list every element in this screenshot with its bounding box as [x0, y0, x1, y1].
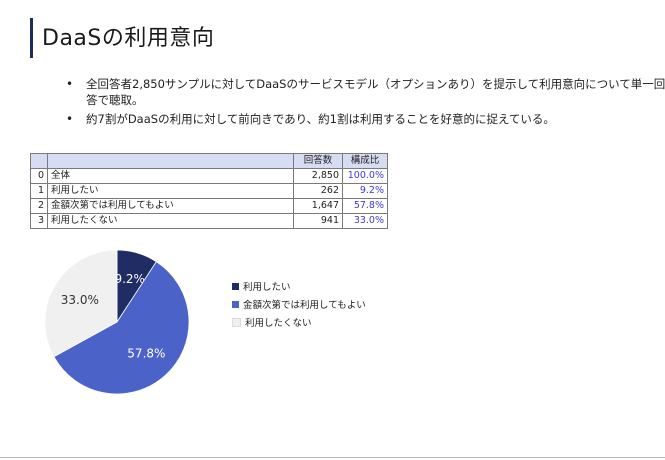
row-count: 2,850: [293, 168, 343, 184]
slide-title: DaaSの利用意向: [42, 26, 215, 51]
legend-item: 金額次第では利用してもよい: [232, 296, 366, 312]
table-header-cell: [47, 153, 294, 169]
pie-slice-label: 9.2%: [114, 272, 145, 286]
table-header-cell: 構成比: [342, 153, 388, 169]
row-percent: 9.2%: [342, 183, 388, 199]
row-label: 金額次第では利用してもよい: [47, 198, 294, 214]
table-row: 3 利用したくない 941 33.0%: [30, 213, 388, 229]
title-accent-bar: [30, 18, 33, 58]
pie-slice: [44, 249, 118, 358]
footer-divider: [0, 457, 665, 458]
row-percent: 100.0%: [342, 168, 388, 184]
row-index: 0: [30, 168, 48, 184]
legend-item: 利用したい: [232, 278, 366, 294]
bullet-item: 約7割がDaaSの利用に対して前向きであり、約1割は利用することを好意的に捉えて…: [66, 111, 665, 127]
row-count: 1,647: [293, 198, 343, 214]
row-label: 全体: [47, 168, 294, 184]
row-label: 利用したい: [47, 183, 294, 199]
bullet-item: 全回答者2,850サンプルに対してDaaSのサービスモデル（オプションあり）を提…: [66, 76, 665, 108]
row-index: 2: [30, 198, 48, 214]
table-header-cell: 回答数: [293, 153, 343, 169]
pie-slice: [53, 261, 190, 395]
pie-slice-label: 57.8%: [127, 347, 165, 361]
row-index: 1: [30, 183, 48, 199]
table-header-row: 回答数 構成比: [30, 153, 388, 169]
legend-label: 利用したくない: [245, 318, 312, 329]
data-table: 回答数 構成比 0 全体 2,850 100.0% 1 利用したい 262 9.…: [30, 153, 388, 229]
pie-slice-label: 33.0%: [61, 293, 99, 307]
legend-label: 利用したい: [243, 282, 291, 293]
row-index: 3: [30, 213, 48, 229]
table-row: 2 金額次第では利用してもよい 1,647 57.8%: [30, 198, 388, 214]
pie-chart: 9.2% 57.8% 33.0%: [44, 249, 190, 395]
table-header-cell: [30, 153, 48, 169]
legend-swatch: [232, 282, 239, 290]
legend-swatch: [232, 317, 241, 327]
row-count: 262: [293, 183, 343, 199]
legend-swatch: [232, 300, 239, 308]
chart-legend: 利用したい金額次第では利用してもよい 利用したくない: [232, 278, 366, 332]
bullet-list: 全回答者2,850サンプルに対してDaaSのサービスモデル（オプションあり）を提…: [66, 76, 665, 130]
table-row: 1 利用したい 262 9.2%: [30, 183, 388, 199]
row-percent: 33.0%: [342, 213, 388, 229]
table-row: 0 全体 2,850 100.0%: [30, 168, 388, 184]
legend-label: 金額次第では利用してもよい: [243, 300, 366, 311]
row-count: 941: [293, 213, 343, 229]
legend-item: 利用したくない: [232, 314, 366, 330]
row-percent: 57.8%: [342, 198, 388, 214]
row-label: 利用したくない: [47, 213, 294, 229]
